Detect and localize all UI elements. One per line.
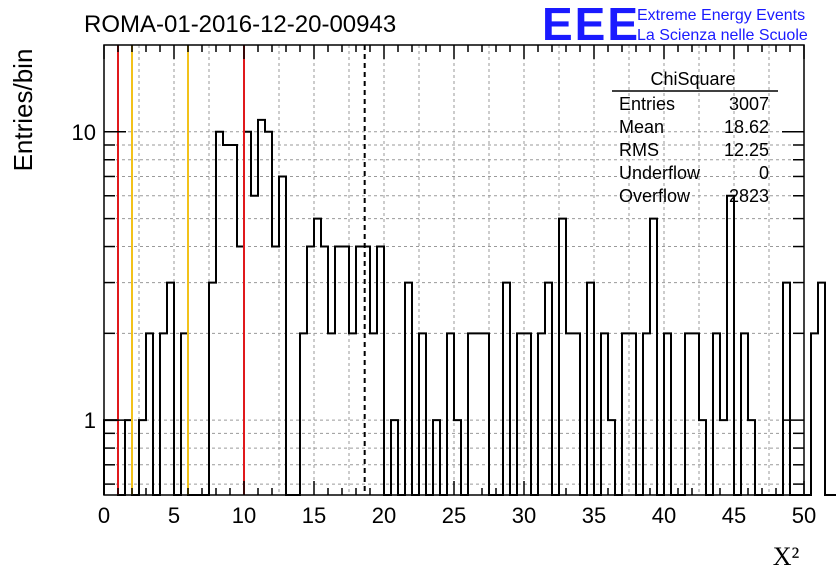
y-axis-label: Entries/bin [8,49,38,172]
histogram-bin [818,283,825,495]
histogram-bin [419,333,426,495]
histogram-bin [482,333,489,495]
histogram-bin [664,333,671,495]
histogram-bin [573,333,580,495]
histogram-bin [741,333,748,495]
histogram-bin [692,333,699,495]
histogram-bin [230,145,237,495]
histogram-bin [783,283,790,495]
histogram-bin [713,333,720,495]
histogram-bin [643,333,650,495]
histogram-bin [272,247,279,495]
logo-line2: La Scienza nelle Scuole [637,27,808,44]
histogram-bin [629,333,636,495]
histogram-bin [517,333,524,495]
histogram-bin [650,219,657,495]
histogram-bin [538,333,545,495]
histogram-bin [447,333,454,495]
histogram-bin [356,247,363,495]
x-tick-label: 20 [372,503,396,528]
histogram-bin [468,333,475,495]
x-tick-label: 10 [232,503,256,528]
histogram-bin [342,247,349,495]
x-tick-label: 35 [582,503,606,528]
histogram-bars [103,118,836,496]
stats-value: 18.62 [724,117,769,137]
histogram-bin [265,132,272,495]
stats-label: Entries [619,94,675,114]
histogram-bin [167,283,174,495]
x-tick-label: 50 [792,503,816,528]
chart-title: ROMA-01-2016-12-20-00943 [84,11,396,38]
histogram-bin [503,283,510,495]
histogram-bin [370,333,377,495]
histogram-bin [349,333,356,495]
stats-label: Underflow [619,163,701,183]
histogram-bin [475,333,482,495]
stats-title: ChiSquare [650,69,735,89]
eee-logo: EEE Extreme Energy Events La Scienza nel… [542,0,808,50]
x-tick-label: 40 [652,503,676,528]
stats-value: 2823 [729,186,769,206]
stats-label: RMS [619,140,659,160]
x-tick-label: 5 [168,503,180,528]
histogram-bin [601,333,608,495]
histogram-bin [209,283,216,495]
histogram-bin [146,333,153,495]
x-tick-label: 45 [722,503,746,528]
y-tick-label: 10 [72,120,96,145]
histogram-bin [727,196,734,495]
histogram-bin [335,247,342,495]
stats-label: Overflow [619,186,691,206]
histogram-bin [524,333,531,495]
histogram-bin [237,247,244,495]
stats-value: 3007 [729,94,769,114]
histogram-bin [811,333,818,495]
x-tick-label: 30 [512,503,536,528]
x-tick-label: 15 [302,503,326,528]
histogram-bin [566,333,573,495]
histogram-bin [300,333,307,495]
histogram-bin [244,132,251,495]
axes: 0 5 10 15 20 25 30 35 40 45 50 1 10 [72,44,816,528]
histogram-bin [545,283,552,495]
x-tick-label: 0 [98,503,110,528]
histogram-bin [328,333,335,495]
histogram-outline [103,118,836,496]
histogram-bin [685,333,692,495]
histogram-bin [314,219,321,495]
x-axis-label: X² [773,542,800,571]
histogram-bin [559,219,566,495]
histogram-bin [251,196,258,495]
histogram-bin [181,333,188,495]
stats-value: 12.25 [724,140,769,160]
x-tick-label: 25 [442,503,466,528]
stats-value: 0 [759,163,769,183]
stats-label: Mean [619,117,664,137]
histogram-bin [405,283,412,495]
histogram-bin [307,247,314,495]
histogram-bin [377,247,384,495]
histogram-bin [160,333,167,495]
stats-box: ChiSquare Entries 3007 Mean 18.62 RMS 12.25 Un… [612,69,778,206]
histogram-bin [587,283,594,495]
y-tick-label: 1 [84,408,96,433]
histogram-bin [321,247,328,495]
logo-mark: EEE [542,0,640,50]
logo-line1: Extreme Energy Events [637,7,805,24]
histogram-bin [216,132,223,495]
histogram-bin [279,176,286,495]
histogram-bin [622,333,629,495]
histogram-bin [223,145,230,495]
